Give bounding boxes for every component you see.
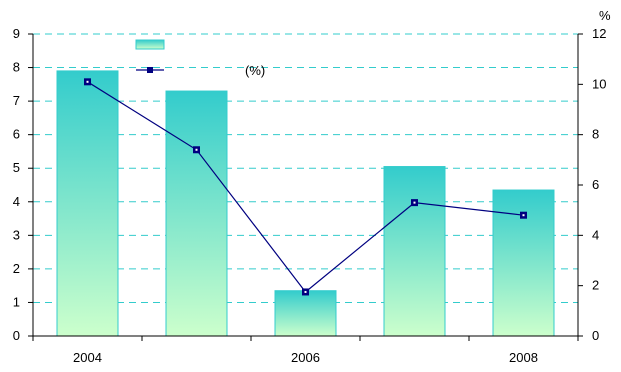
left-tick-label: 0 xyxy=(13,328,20,343)
bar-series xyxy=(56,70,555,337)
right-tick-label: 4 xyxy=(592,227,599,242)
line-point-highlight xyxy=(522,214,525,217)
legend: (%) xyxy=(135,39,265,78)
left-tick-label: 8 xyxy=(13,60,20,75)
line-series xyxy=(84,78,527,296)
grid-lines xyxy=(33,33,578,303)
right-tick-label: 6 xyxy=(592,177,599,192)
x-tick-label: 2006 xyxy=(291,350,320,365)
left-tick-label: 9 xyxy=(13,26,20,41)
line-series-path xyxy=(87,81,524,293)
left-tick-label: 7 xyxy=(13,93,20,108)
left-tick-label: 5 xyxy=(13,160,20,175)
line-point-highlight xyxy=(413,201,416,204)
x-tick-label: 2004 xyxy=(73,350,102,365)
right-tick-label: 0 xyxy=(592,328,599,343)
left-tick-label: 4 xyxy=(13,194,20,209)
bar-2006 xyxy=(274,290,337,337)
left-tick-label: 3 xyxy=(13,227,20,242)
right-tick-label: 8 xyxy=(592,127,599,142)
legend-line-label: (%) xyxy=(245,63,265,78)
right-tick-label: 12 xyxy=(592,26,606,41)
right-tick-label: 2 xyxy=(592,278,599,293)
left-tick-label: 1 xyxy=(13,294,20,309)
bar-2004 xyxy=(56,70,119,337)
line-point-highlight xyxy=(304,290,307,293)
legend-bar-swatch xyxy=(135,39,165,50)
right-tick-label: 10 xyxy=(592,76,606,91)
bar-2007 xyxy=(383,166,446,337)
left-tick-label: 2 xyxy=(13,261,20,276)
bar-2005 xyxy=(165,90,228,337)
line-point-highlight xyxy=(86,80,89,83)
x-tick-label: 2008 xyxy=(509,350,538,365)
line-point-highlight xyxy=(195,148,198,151)
legend-line-marker xyxy=(147,67,153,73)
left-tick-label: 6 xyxy=(13,127,20,142)
right-axis-unit-label: % xyxy=(599,8,611,23)
